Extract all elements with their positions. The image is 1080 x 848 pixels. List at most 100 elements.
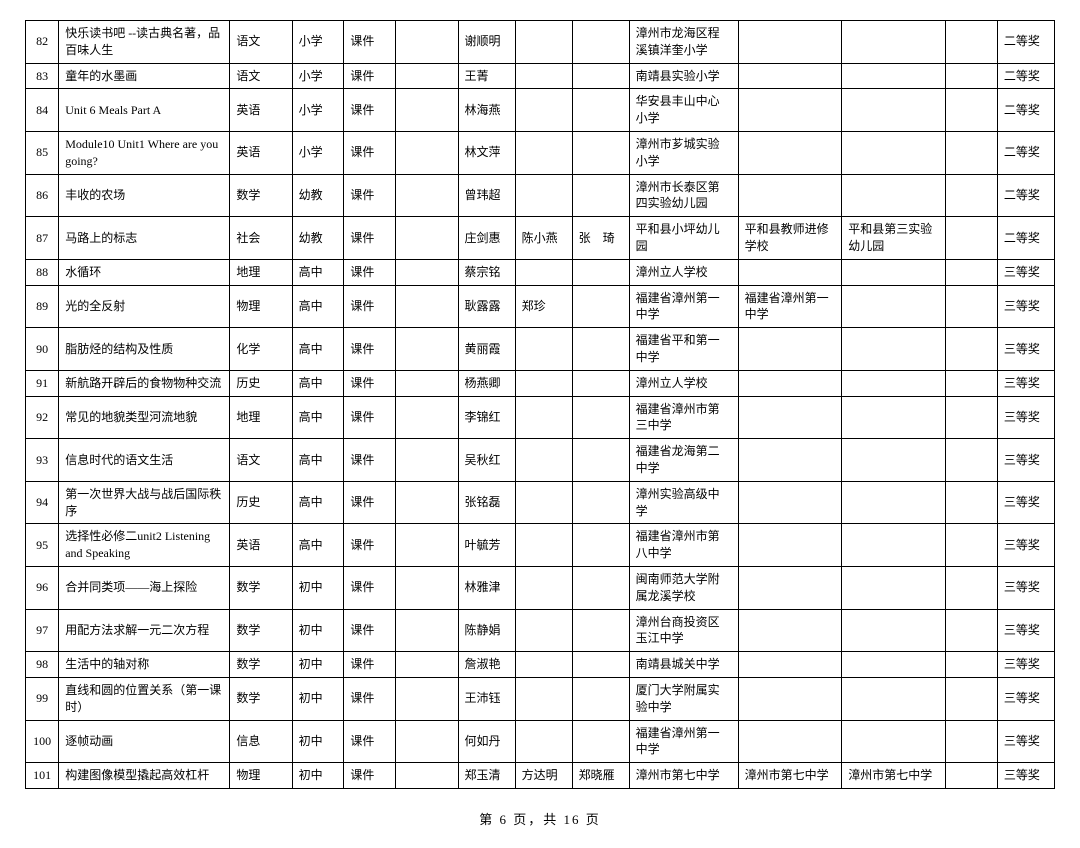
type: 课件 — [344, 566, 396, 609]
gap2 — [946, 63, 998, 89]
title: 童年的水墨画 — [59, 63, 230, 89]
person2: 方达明 — [515, 763, 572, 789]
person3 — [572, 328, 629, 371]
person3 — [572, 259, 629, 285]
school1: 漳州立人学校 — [629, 259, 738, 285]
award: 三等奖 — [997, 439, 1054, 482]
person2 — [515, 174, 572, 217]
row-number: 91 — [26, 370, 59, 396]
gap2 — [946, 524, 998, 567]
school3 — [842, 259, 946, 285]
person1: 庄剑惠 — [458, 217, 515, 260]
table-row: 91新航路开辟后的食物物种交流历史高中课件杨燕卿漳州立人学校三等奖 — [26, 370, 1055, 396]
subject: 数学 — [230, 677, 292, 720]
type: 课件 — [344, 89, 396, 132]
person3 — [572, 439, 629, 482]
gap2 — [946, 370, 998, 396]
subject: 语文 — [230, 21, 292, 64]
gap — [396, 720, 458, 763]
person1: 林文萍 — [458, 131, 515, 174]
person1: 耿露露 — [458, 285, 515, 328]
school1: 南靖县城关中学 — [629, 652, 738, 678]
type: 课件 — [344, 370, 396, 396]
school2 — [738, 259, 842, 285]
person1: 黄丽霞 — [458, 328, 515, 371]
award: 三等奖 — [997, 524, 1054, 567]
award: 三等奖 — [997, 370, 1054, 396]
subject: 物理 — [230, 285, 292, 328]
level: 小学 — [292, 21, 344, 64]
gap — [396, 21, 458, 64]
level: 初中 — [292, 720, 344, 763]
level: 幼教 — [292, 174, 344, 217]
school1: 漳州市第七中学 — [629, 763, 738, 789]
subject: 化学 — [230, 328, 292, 371]
person1: 何如丹 — [458, 720, 515, 763]
award: 三等奖 — [997, 285, 1054, 328]
school3 — [842, 720, 946, 763]
award: 三等奖 — [997, 652, 1054, 678]
subject: 数学 — [230, 174, 292, 217]
level: 高中 — [292, 524, 344, 567]
gap — [396, 259, 458, 285]
level: 高中 — [292, 439, 344, 482]
person2: 陈小燕 — [515, 217, 572, 260]
school1: 漳州实验高级中学 — [629, 481, 738, 524]
person2 — [515, 259, 572, 285]
school2 — [738, 328, 842, 371]
table-row: 98生活中的轴对称数学初中课件詹淑艳南靖县城关中学三等奖 — [26, 652, 1055, 678]
row-number: 88 — [26, 259, 59, 285]
school1: 南靖县实验小学 — [629, 63, 738, 89]
person3 — [572, 677, 629, 720]
person1: 张铭磊 — [458, 481, 515, 524]
table-row: 83童年的水墨画语文小学课件王菁南靖县实验小学二等奖 — [26, 63, 1055, 89]
level: 高中 — [292, 396, 344, 439]
school1: 漳州市芗城实验小学 — [629, 131, 738, 174]
type: 课件 — [344, 763, 396, 789]
person1: 林海燕 — [458, 89, 515, 132]
person3 — [572, 481, 629, 524]
subject: 地理 — [230, 259, 292, 285]
title: 逐帧动画 — [59, 720, 230, 763]
person2 — [515, 481, 572, 524]
person1: 蔡宗铭 — [458, 259, 515, 285]
person2 — [515, 652, 572, 678]
gap — [396, 524, 458, 567]
gap — [396, 481, 458, 524]
subject: 物理 — [230, 763, 292, 789]
school2 — [738, 481, 842, 524]
school2 — [738, 524, 842, 567]
school3 — [842, 524, 946, 567]
type: 课件 — [344, 174, 396, 217]
school3 — [842, 174, 946, 217]
level: 初中 — [292, 677, 344, 720]
table-row: 97用配方法求解一元二次方程数学初中课件陈静娟漳州台商投资区玉江中学三等奖 — [26, 609, 1055, 652]
person3: 张 琦 — [572, 217, 629, 260]
gap2 — [946, 677, 998, 720]
subject: 数学 — [230, 652, 292, 678]
gap — [396, 396, 458, 439]
row-number: 97 — [26, 609, 59, 652]
school1: 福建省漳州第一中学 — [629, 720, 738, 763]
title: 信息时代的语文生活 — [59, 439, 230, 482]
school3 — [842, 481, 946, 524]
person1: 杨燕卿 — [458, 370, 515, 396]
person3 — [572, 285, 629, 328]
school2 — [738, 566, 842, 609]
person2: 郑珍 — [515, 285, 572, 328]
gap2 — [946, 481, 998, 524]
school2 — [738, 677, 842, 720]
row-number: 83 — [26, 63, 59, 89]
table-row: 87马路上的标志社会幼教课件庄剑惠陈小燕张 琦平和县小坪幼儿园平和县教师进修学校… — [26, 217, 1055, 260]
school2 — [738, 63, 842, 89]
subject: 社会 — [230, 217, 292, 260]
gap — [396, 63, 458, 89]
school3 — [842, 89, 946, 132]
person1: 李锦红 — [458, 396, 515, 439]
level: 幼教 — [292, 217, 344, 260]
gap2 — [946, 131, 998, 174]
title: 快乐读书吧 --读古典名著，品百味人生 — [59, 21, 230, 64]
award: 三等奖 — [997, 677, 1054, 720]
title: 常见的地貌类型河流地貌 — [59, 396, 230, 439]
school3 — [842, 566, 946, 609]
